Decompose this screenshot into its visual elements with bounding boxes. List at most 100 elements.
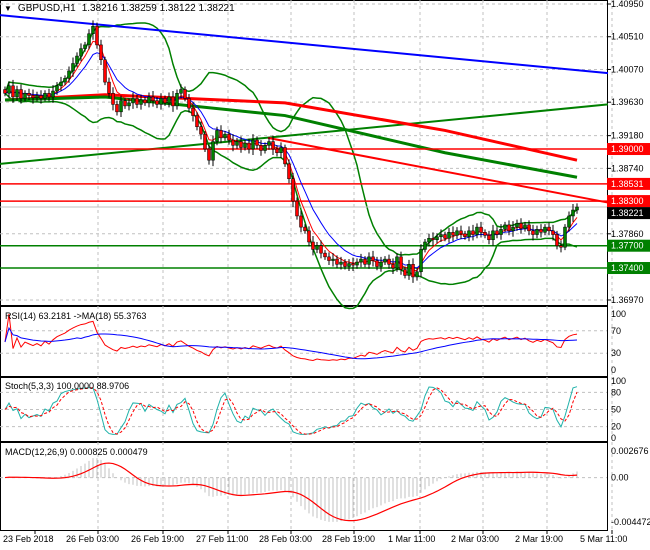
current-price-bg [607, 207, 650, 220]
candle [47, 92, 51, 98]
candle [407, 264, 411, 276]
dropdown-triangle-icon[interactable]: ▼ [4, 4, 12, 13]
symbol-label: GBPUSD,H1 [17, 3, 76, 14]
candle [207, 148, 211, 161]
candle [59, 81, 63, 87]
candle [575, 206, 579, 211]
candle [439, 234, 443, 238]
candle [183, 89, 187, 99]
candle [535, 229, 539, 235]
candle [91, 26, 95, 34]
candle [35, 95, 39, 98]
candle [167, 96, 171, 104]
level-label: 1.39000 [611, 144, 644, 154]
time-tick-label: 23 Feb 2018 [3, 534, 54, 544]
candle [523, 224, 527, 229]
level-label-bg [607, 239, 650, 252]
candle [427, 238, 431, 243]
candle [67, 70, 71, 79]
candle [515, 223, 519, 228]
candle [135, 98, 139, 105]
candle [443, 234, 447, 239]
time-tick-label: 26 Feb 19:00 [131, 534, 184, 544]
candle [519, 223, 523, 229]
candle [403, 269, 407, 276]
candle [111, 92, 115, 105]
candle [315, 245, 319, 250]
rsi-tick-label: 0 [611, 365, 616, 375]
candle [495, 230, 499, 235]
candle [379, 261, 383, 267]
candle [95, 26, 99, 46]
candle [555, 234, 559, 246]
candle [531, 230, 535, 235]
level-label: 1.37400 [611, 263, 644, 273]
candle [543, 226, 547, 233]
candle [507, 224, 511, 232]
candle [243, 142, 247, 148]
price-tick-label: 1.37860 [611, 229, 644, 239]
candle [303, 226, 307, 232]
candle [355, 261, 359, 266]
candle [27, 92, 31, 96]
candle [547, 226, 551, 232]
trendline [267, 136, 609, 204]
candle [19, 89, 23, 99]
candle [179, 89, 183, 94]
stoch-tick-label: 0 [611, 433, 616, 443]
candle [391, 264, 395, 269]
level-label: 1.38531 [611, 179, 644, 189]
candle [175, 92, 179, 107]
candle [435, 236, 439, 241]
candle [79, 48, 83, 57]
candle [487, 235, 491, 241]
candle [335, 258, 339, 265]
candle [363, 258, 367, 265]
candle [359, 258, 363, 263]
candle [319, 245, 323, 254]
candle [395, 256, 399, 269]
candle [311, 241, 315, 250]
candle [483, 232, 487, 236]
candle [455, 230, 459, 236]
candle [55, 85, 59, 92]
stoch-tick-label: 100 [611, 376, 626, 386]
candle [375, 260, 379, 267]
candle [139, 99, 143, 105]
level-label-bg [607, 262, 650, 275]
candle [419, 249, 423, 272]
candle [199, 126, 203, 135]
candle [307, 230, 311, 243]
current-price-label: 1.38221 [611, 208, 644, 218]
candle [267, 141, 271, 146]
price-tick-label: 1.38740 [611, 163, 644, 173]
candle [123, 100, 127, 107]
candle [279, 147, 283, 153]
rsi-tick-label: 70 [611, 326, 621, 336]
candle [255, 139, 259, 146]
price-tick-label: 1.39630 [611, 97, 644, 107]
candle [235, 141, 239, 146]
candle [411, 264, 415, 278]
level-label: 1.37700 [611, 241, 644, 251]
candle [107, 81, 111, 94]
candle [15, 89, 19, 98]
candle [447, 232, 451, 239]
candle [7, 85, 11, 94]
rsi-label: RSI(14) 63.2181 ->MA(18) 55.3763 [5, 311, 146, 321]
candle [367, 256, 371, 265]
candle [195, 115, 199, 127]
panel-border-3 [0, 442, 608, 531]
candle [71, 63, 75, 72]
chart-header: ▼ GBPUSD,H1 1.38216 1.38259 1.38122 1.38… [4, 3, 235, 14]
time-tick-label: 26 Feb 03:00 [66, 534, 119, 544]
candle [63, 78, 67, 83]
candle [503, 224, 507, 230]
ohlc-values: 1.38216 1.38259 1.38122 1.38221 [81, 3, 235, 14]
candle [291, 178, 295, 202]
candle [31, 95, 35, 98]
candle [75, 55, 79, 64]
panel-border-0 [0, 0, 608, 306]
trendline [0, 103, 609, 165]
